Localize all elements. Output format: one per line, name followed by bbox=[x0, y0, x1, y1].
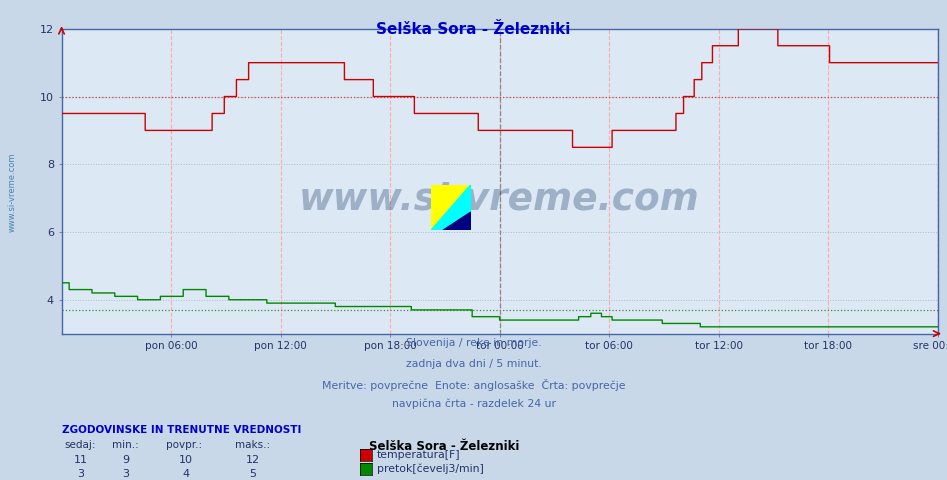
Text: navpična črta - razdelek 24 ur: navpična črta - razdelek 24 ur bbox=[391, 399, 556, 409]
Text: 4: 4 bbox=[182, 469, 189, 480]
Text: min.:: min.: bbox=[112, 440, 138, 450]
Text: ZGODOVINSKE IN TRENUTNE VREDNOSTI: ZGODOVINSKE IN TRENUTNE VREDNOSTI bbox=[62, 425, 301, 435]
Text: temperatura[F]: temperatura[F] bbox=[377, 450, 460, 459]
Text: zadnja dva dni / 5 minut.: zadnja dva dni / 5 minut. bbox=[405, 359, 542, 369]
Text: 3: 3 bbox=[77, 469, 84, 480]
Text: pretok[čevelj3/min]: pretok[čevelj3/min] bbox=[377, 464, 484, 474]
Text: www.si-vreme.com: www.si-vreme.com bbox=[299, 181, 700, 217]
Text: 3: 3 bbox=[122, 469, 130, 480]
Polygon shape bbox=[431, 185, 471, 230]
Text: www.si-vreme.com: www.si-vreme.com bbox=[8, 152, 17, 232]
Text: sedaj:: sedaj: bbox=[64, 440, 96, 450]
Text: Meritve: povprečne  Enote: anglosaške  Črta: povprečje: Meritve: povprečne Enote: anglosaške Črt… bbox=[322, 379, 625, 391]
Text: 12: 12 bbox=[246, 455, 259, 465]
Text: Slovenija / reke in morje.: Slovenija / reke in morje. bbox=[405, 338, 542, 348]
Text: povpr.:: povpr.: bbox=[166, 440, 202, 450]
Text: 5: 5 bbox=[249, 469, 257, 480]
Polygon shape bbox=[443, 212, 471, 230]
Polygon shape bbox=[431, 185, 471, 230]
Text: 9: 9 bbox=[122, 455, 130, 465]
Text: 10: 10 bbox=[179, 455, 192, 465]
Text: 11: 11 bbox=[74, 455, 87, 465]
Text: maks.:: maks.: bbox=[235, 440, 270, 450]
Text: Selška Sora - Železniki: Selška Sora - Železniki bbox=[369, 440, 520, 453]
Text: Selška Sora - Železniki: Selška Sora - Železniki bbox=[376, 22, 571, 36]
